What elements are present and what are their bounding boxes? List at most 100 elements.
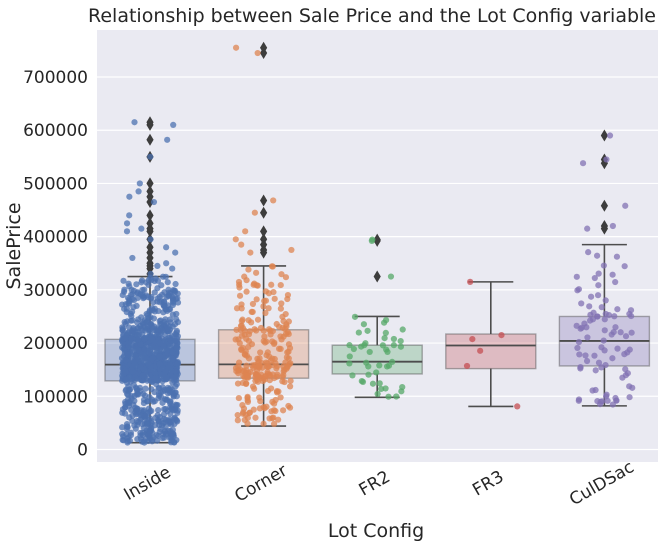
- point-corner-218: [261, 298, 267, 304]
- point-fr2-18: [361, 342, 367, 348]
- point-inside-1035: [163, 260, 169, 266]
- point-culdsac-79: [593, 367, 599, 373]
- point-culdsac-86: [595, 282, 601, 288]
- y-tick-label-4: 400000: [23, 228, 88, 248]
- point-inside-984: [149, 305, 155, 311]
- point-corner-210: [283, 311, 289, 317]
- point-inside-905: [142, 355, 148, 361]
- y-tick-label-1: 100000: [23, 387, 88, 407]
- point-culdsac-25: [582, 352, 588, 358]
- point-inside-943: [151, 370, 157, 376]
- point-inside-1003: [137, 433, 143, 439]
- point-corner-182: [233, 327, 239, 333]
- point-corner-247: [248, 319, 254, 325]
- point-culdsac-52: [584, 358, 590, 364]
- point-inside-1008: [125, 424, 131, 430]
- point-inside-1032: [147, 271, 153, 277]
- point-inside-908: [144, 398, 150, 404]
- point-fr2-15: [346, 360, 352, 366]
- point-fr2-30: [370, 381, 376, 387]
- point-inside-1040: [124, 228, 130, 234]
- point-culdsac-33: [614, 306, 620, 312]
- point-inside-1004: [122, 368, 128, 374]
- point-corner-163: [270, 414, 276, 420]
- point-culdsac-11: [612, 279, 618, 285]
- point-culdsac-88: [584, 226, 590, 232]
- point-inside-1022: [128, 335, 134, 341]
- point-corner-186: [236, 395, 242, 401]
- point-fr2-14: [349, 372, 355, 378]
- point-corner-174: [276, 346, 282, 352]
- point-inside-930: [144, 421, 150, 427]
- point-corner-191: [245, 415, 251, 421]
- point-corner-226: [266, 290, 272, 296]
- point-inside-963: [147, 428, 153, 434]
- point-inside-997: [155, 327, 161, 333]
- point-inside-980: [120, 278, 126, 284]
- point-fr2-20: [385, 394, 391, 400]
- point-culdsac-39: [578, 300, 584, 306]
- point-inside-951: [156, 418, 162, 424]
- point-fr2-12: [391, 342, 397, 348]
- point-culdsac-67: [584, 334, 590, 340]
- point-inside-948: [150, 299, 156, 305]
- point-corner-251: [259, 365, 265, 371]
- point-inside-762: [174, 328, 180, 334]
- point-fr2-25: [380, 342, 386, 348]
- point-culdsac-68: [579, 325, 585, 331]
- point-corner-242: [265, 305, 271, 311]
- point-inside-981: [167, 435, 173, 441]
- point-corner-246: [270, 371, 276, 377]
- point-corner-245: [272, 360, 278, 366]
- point-fr2-46: [369, 236, 375, 242]
- point-culdsac-80: [592, 387, 598, 393]
- point-inside-1048: [147, 154, 153, 160]
- point-corner-238: [238, 322, 244, 328]
- point-fr2-42: [383, 330, 389, 336]
- point-corner-216: [260, 421, 266, 427]
- point-corner-208: [258, 325, 264, 331]
- point-corner-192: [274, 389, 280, 395]
- point-corner-173: [278, 394, 284, 400]
- y-tick-label-7: 700000: [23, 68, 88, 88]
- point-culdsac-89: [610, 223, 616, 229]
- point-fr2-21: [365, 372, 371, 378]
- point-culdsac-93: [607, 132, 613, 138]
- point-culdsac-73: [602, 316, 608, 322]
- point-corner-83: [285, 403, 291, 409]
- y-tick-label-6: 600000: [23, 121, 88, 141]
- point-fr2-1: [381, 335, 387, 341]
- x-tick-label-inside: Inside: [121, 462, 175, 505]
- point-corner-236: [268, 408, 274, 414]
- point-corner-92: [263, 404, 269, 410]
- point-inside-1026: [152, 289, 158, 295]
- point-corner-212: [251, 326, 257, 332]
- point-fr2-26: [398, 344, 404, 350]
- point-culdsac-61: [574, 274, 580, 280]
- chart-title: Relationship between Sale Price and the …: [88, 5, 656, 27]
- point-corner-190: [271, 340, 277, 346]
- point-corner-222: [255, 372, 261, 378]
- point-inside-900: [150, 355, 156, 361]
- point-inside-1007: [128, 432, 134, 438]
- point-inside-1012: [130, 401, 136, 407]
- point-corner-233: [283, 323, 289, 329]
- point-fr2-23: [391, 336, 397, 342]
- point-culdsac-59: [623, 333, 629, 339]
- point-inside-1049: [164, 137, 170, 143]
- point-corner-223: [277, 333, 283, 339]
- point-corner-187: [281, 379, 287, 385]
- point-corner-77: [235, 412, 241, 418]
- point-inside-1023: [128, 311, 134, 317]
- point-culdsac-91: [580, 160, 586, 166]
- point-inside-894: [165, 279, 171, 285]
- point-inside-1041: [138, 226, 144, 232]
- point-culdsac-70: [618, 329, 624, 335]
- point-fr2-33: [381, 320, 387, 326]
- point-corner-0: [272, 296, 278, 302]
- point-inside-1014: [160, 365, 166, 371]
- point-inside-924: [164, 294, 170, 300]
- point-inside-1034: [154, 263, 160, 269]
- point-inside-1021: [140, 373, 146, 379]
